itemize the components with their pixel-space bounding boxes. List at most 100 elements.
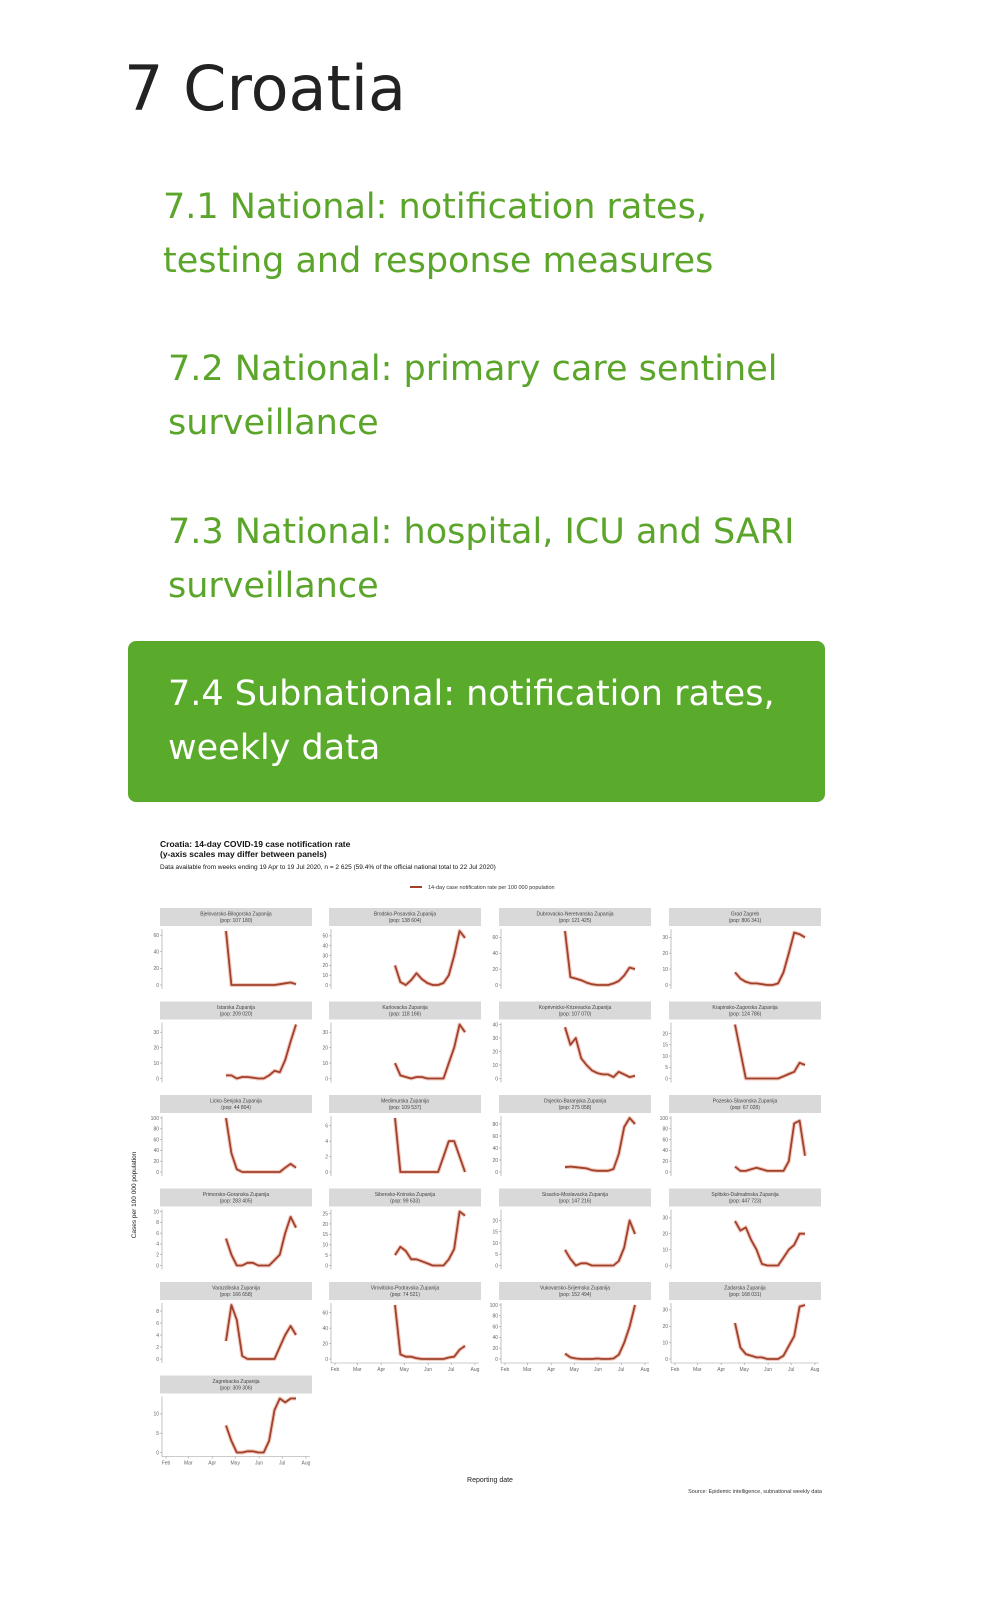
y-tick-label: 6: [325, 1124, 328, 1130]
y-tick-label: 80: [153, 1127, 159, 1133]
toc-link-7-3[interactable]: 7.3 National: hospital, ICU and SARI sur…: [168, 512, 795, 606]
chart-subtitle: (y-axis scales may differ between panels…: [160, 849, 327, 859]
y-tick-label: 20: [662, 1159, 668, 1165]
x-tick-label: Jun: [764, 1367, 772, 1373]
panel-title: Karlovacka Zupanija: [382, 1005, 428, 1011]
x-tick-label: Feb: [331, 1367, 340, 1373]
panel-title: Sisacko-Moslavacka Zupanija: [542, 1192, 608, 1198]
series-halo: [563, 930, 636, 987]
panel: Karlovacka Zupanija(pop: 118 166) 0 10 20 30: [322, 1001, 481, 1083]
y-tick-label: 20: [322, 1045, 328, 1051]
y-tick-label: 40: [322, 1326, 328, 1332]
y-tick-label: 60: [153, 1137, 159, 1143]
panel-title: Pozesko-Slavonska Zupanija: [713, 1099, 778, 1105]
panel-pop: (pop: 118 166): [389, 1012, 421, 1018]
legend-label: 14-day case notification rate per 100 00…: [428, 885, 555, 891]
x-tick-label: Jul: [448, 1367, 454, 1373]
y-tick-label: 100: [151, 1116, 160, 1122]
panel-title: Sibensko-Kninska Zupanija: [375, 1192, 436, 1198]
y-tick-label: 20: [322, 1341, 328, 1347]
panel-strip: [499, 1001, 651, 1020]
panel-pop: (pop: 447 723): [729, 1199, 762, 1205]
y-tick-label: 20: [153, 966, 159, 972]
y-tick-label: 5: [325, 1253, 328, 1259]
y-tick-label: 15: [662, 1043, 668, 1049]
y-tick-label: 5: [156, 1431, 159, 1437]
panel-pop: (pop: 99 633): [390, 1199, 420, 1205]
panel: Sibensko-Kninska Zupanija(pop: 99 633) 0 5…: [322, 1188, 481, 1270]
series-line: [564, 1304, 636, 1360]
panel-pop: (pop: 147 216): [559, 1199, 592, 1205]
panel-pop: (pop: 138 604): [389, 918, 422, 924]
panel-title: Viroviticko-Podravska Zupanija: [371, 1286, 440, 1292]
series-halo: [733, 1118, 807, 1173]
panel-title: Primorsko-Goranska Zupanija: [203, 1192, 270, 1198]
y-tick-label: 60: [662, 1137, 668, 1143]
y-tick-label: 0: [495, 1357, 498, 1363]
x-tick-label: Feb: [501, 1367, 510, 1373]
toc-link-7-4-active[interactable]: 7.4 Subnational: notification rates, wee…: [128, 641, 825, 802]
panel-strip: [499, 1282, 651, 1300]
y-tick-label: 0: [325, 1076, 328, 1082]
x-tick-label: Mar: [693, 1367, 702, 1373]
panel-strip: [329, 1282, 481, 1300]
y-tick-label: 40: [153, 950, 159, 956]
panel-pop: (pop: 124 786): [729, 1012, 762, 1018]
y-tick-label: 0: [325, 1357, 328, 1363]
y-tick-label: 5: [495, 1252, 498, 1258]
y-tick-label: 0: [156, 1450, 159, 1456]
panel: Viroviticko-Podravska Zupanija(pop: 74 5…: [322, 1282, 481, 1373]
series-line: [734, 1119, 806, 1172]
panel-strip: [669, 1282, 821, 1300]
x-tick-label: May: [231, 1461, 241, 1467]
panel: Dubrovacko-Neretvanska Zupanija(pop: 121…: [492, 908, 651, 989]
x-tick-label: Aug: [302, 1461, 311, 1467]
panel: Licko-Senjska Zupanija(pop: 44 804) 0 20 40…: [151, 1095, 312, 1176]
y-tick-label: 60: [153, 933, 159, 939]
chart-caption: Data available from weeks ending 19 Apr …: [160, 864, 496, 871]
panel-strip: [160, 1001, 312, 1020]
y-tick-label: 100: [660, 1116, 669, 1122]
panel-strip: [669, 1001, 821, 1020]
y-tick-label: 4: [156, 1242, 159, 1248]
panel: Sisacko-Moslavacka Zupanija(pop: 147 216…: [492, 1188, 651, 1270]
series-line: [734, 1024, 806, 1080]
x-tick-label: May: [400, 1367, 410, 1373]
panel: Krapinsko-Zagorska Zupanija(pop: 124 786…: [662, 1001, 821, 1083]
y-tick-label: 10: [662, 1247, 668, 1253]
y-tick-label: 80: [662, 1127, 668, 1133]
y-tick-label: 10: [153, 1061, 159, 1067]
panel-strip: [160, 1095, 312, 1113]
series-line: [225, 1304, 297, 1360]
panel-title: Brodsko-Posavska Zupanija: [374, 912, 436, 918]
panel-title: Osjecko-Baranjska Zupanija: [544, 1099, 607, 1105]
toc-link-7-2[interactable]: 7.2 National: primary care sentinel surv…: [168, 349, 778, 443]
y-tick-label: 30: [492, 1036, 498, 1042]
y-tick-label: 0: [156, 983, 159, 989]
panel-title: Zadarska Zupanija: [724, 1286, 766, 1292]
x-tick-label: May: [570, 1367, 580, 1373]
y-tick-label: 6: [156, 1321, 159, 1327]
series-line: [394, 1304, 466, 1360]
series-line: [394, 1023, 466, 1080]
panel-strip: [329, 1001, 481, 1020]
y-tick-label: 0: [665, 983, 668, 989]
chart-title: Croatia: 14-day COVID-19 case notificati…: [160, 839, 351, 849]
series-halo: [224, 1117, 298, 1174]
y-tick-label: 10: [322, 1061, 328, 1067]
panel-strip: [160, 1282, 312, 1300]
panel-pop: (pop: 107 180): [220, 918, 253, 924]
x-tick-label: Feb: [671, 1367, 680, 1373]
y-tick-label: 0: [665, 1357, 668, 1363]
y-tick-label: 60: [492, 935, 498, 941]
page-title: 7 Croatia: [124, 52, 407, 125]
series-halo: [224, 1396, 296, 1455]
x-tick-label: Jul: [279, 1461, 285, 1467]
y-tick-label: 40: [492, 951, 498, 957]
panel-strip: [499, 1188, 651, 1207]
panel: Brodsko-Posavska Zupanija(pop: 138 604) 0…: [322, 908, 481, 989]
toc-link-7-1[interactable]: 7.1 National: notification rates, testin…: [163, 187, 714, 281]
y-tick-label: 20: [662, 951, 668, 957]
panel-pop: (pop: 209 020): [220, 1012, 253, 1018]
y-tick-label: 8: [156, 1309, 159, 1315]
